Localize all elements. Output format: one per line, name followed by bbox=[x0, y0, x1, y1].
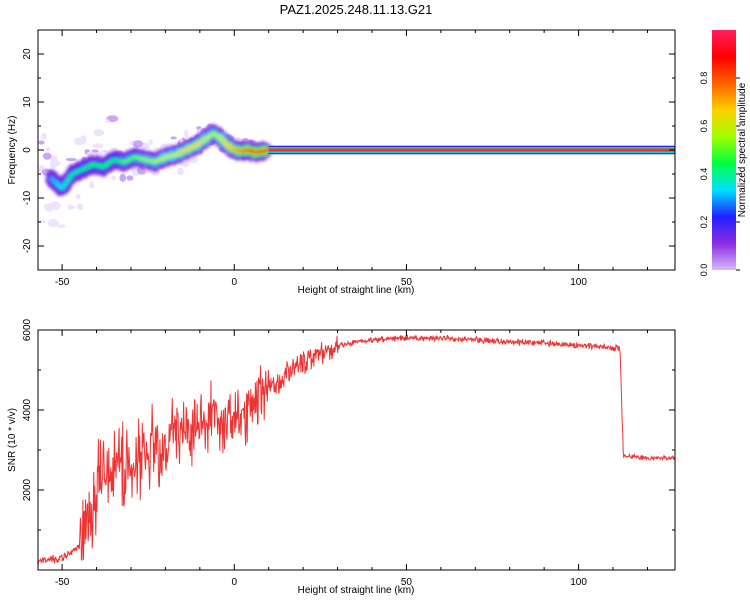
spectrogram-y-axis: -20 -10 0 10 20 bbox=[22, 29, 675, 271]
spectrogram-blob bbox=[111, 175, 116, 181]
spectrogram-x-tick-label: -50 bbox=[55, 277, 70, 288]
spectrogram-y-tick-label: 20 bbox=[22, 48, 33, 60]
spectrogram-blob bbox=[131, 170, 139, 177]
snr-ylabel: SNR (10 * v/v) bbox=[7, 408, 18, 472]
spectrogram-blob bbox=[79, 135, 87, 145]
ridge-core bbox=[263, 148, 270, 153]
spectrogram-blob bbox=[92, 143, 104, 149]
spectrogram-blob bbox=[68, 205, 76, 210]
snr-x-axis: -50 0 50 100 bbox=[55, 330, 648, 588]
snr-series-line bbox=[38, 334, 675, 567]
spectrogram-blob bbox=[89, 180, 95, 189]
spectrogram-blob bbox=[177, 167, 184, 176]
ridge-core bbox=[63, 180, 70, 185]
spectrogram-blob bbox=[45, 147, 51, 152]
spectrogram-x-tick-label: 0 bbox=[231, 277, 237, 288]
spectrogram-blob bbox=[50, 155, 58, 163]
spectrogram-blob bbox=[170, 136, 177, 140]
spectrogram-blob bbox=[86, 151, 96, 157]
snr-x-tick-label: 100 bbox=[570, 577, 587, 588]
colorbar-tick-label: 0.2 bbox=[699, 216, 709, 229]
snr-x-tick-label: 0 bbox=[231, 577, 237, 588]
snr-frame bbox=[37, 329, 676, 571]
spectrogram-blob bbox=[57, 224, 66, 229]
spectrogram-blob bbox=[75, 194, 81, 200]
ridge-core bbox=[67, 175, 74, 179]
spectrogram-image bbox=[38, 115, 675, 229]
ridge-core bbox=[65, 177, 72, 182]
spectrogram-blob bbox=[184, 129, 189, 138]
spectrogram-y-tick-label: -20 bbox=[22, 238, 33, 253]
spectrogram-ridge bbox=[45, 124, 273, 197]
spectrogram-blob bbox=[65, 157, 77, 162]
ridge-core bbox=[61, 183, 68, 188]
spectrogram-blob bbox=[93, 129, 105, 137]
spectrogram-blob bbox=[105, 119, 110, 124]
spectrogram-blob bbox=[140, 142, 151, 150]
spectrogram-ylabel: Frequency (Hz) bbox=[7, 116, 18, 185]
band-peak bbox=[268, 149, 675, 151]
snr-y-tick-label: 4000 bbox=[22, 398, 33, 421]
snr-y-axis: 2000 4000 6000 bbox=[22, 318, 675, 571]
spectrogram-x-tick-label: 50 bbox=[401, 277, 413, 288]
snr-y-tick-label: 6000 bbox=[22, 318, 33, 341]
colorbar: 0.0 0.2 0.4 0.6 0.8 Normalized spectral ampl… bbox=[699, 30, 748, 276]
spectrogram-y-tick-label: -10 bbox=[22, 190, 33, 205]
snr-x-tick-label: -50 bbox=[55, 577, 70, 588]
colorbar-label: Normalized spectral amplitude bbox=[737, 82, 748, 217]
figure-title: PAZ1.2025.248.11.13.G21 bbox=[280, 2, 433, 17]
snr-xlabel: Height of straight line (km) bbox=[298, 585, 415, 596]
colorbar-gradient bbox=[712, 30, 736, 270]
spectrogram-blob bbox=[77, 203, 84, 211]
spectrogram-blob bbox=[132, 140, 144, 148]
snr-panel: -50 0 50 100 2000 4000 6000 Height of straigh… bbox=[7, 318, 676, 596]
spectrogram-blob bbox=[100, 149, 108, 153]
spectrogram-blob bbox=[47, 219, 59, 228]
colorbar-tick-label: 0.6 bbox=[699, 120, 709, 133]
spectrogram-panel: -50 0 50 100 -20 -10 0 10 20 Height of straight… bbox=[7, 29, 676, 296]
spectrogram-blob bbox=[126, 175, 134, 181]
spectrogram-y-tick-label: 0 bbox=[22, 147, 33, 153]
ridge-core bbox=[59, 186, 66, 191]
spectrogram-xlabel: Height of straight line (km) bbox=[298, 285, 415, 296]
spectrogram-blob bbox=[38, 140, 45, 145]
spectrogram-x-axis: -50 0 50 100 bbox=[55, 30, 648, 288]
colorbar-ticks: 0.0 0.2 0.4 0.6 0.8 bbox=[699, 72, 740, 277]
spectrogram-blob bbox=[42, 152, 52, 160]
colorbar-tick-label: 0.8 bbox=[699, 72, 709, 85]
colorbar-tick-label: 0.4 bbox=[699, 168, 709, 181]
spectrogram-x-tick-label: 100 bbox=[570, 277, 587, 288]
spectrogram-blob bbox=[43, 203, 55, 211]
spectrogram-blob bbox=[148, 139, 153, 145]
colorbar-tick-label: 0.0 bbox=[699, 264, 709, 277]
spectrogram-stable-band bbox=[268, 145, 675, 155]
spectrogram-blob bbox=[119, 173, 127, 182]
spectrogram-blob bbox=[41, 132, 47, 140]
snr-y-tick-label: 2000 bbox=[22, 478, 33, 501]
snr-x-tick-label: 50 bbox=[401, 577, 413, 588]
spectrogram-blob bbox=[38, 219, 47, 224]
spectrogram-y-tick-label: 10 bbox=[22, 96, 33, 108]
